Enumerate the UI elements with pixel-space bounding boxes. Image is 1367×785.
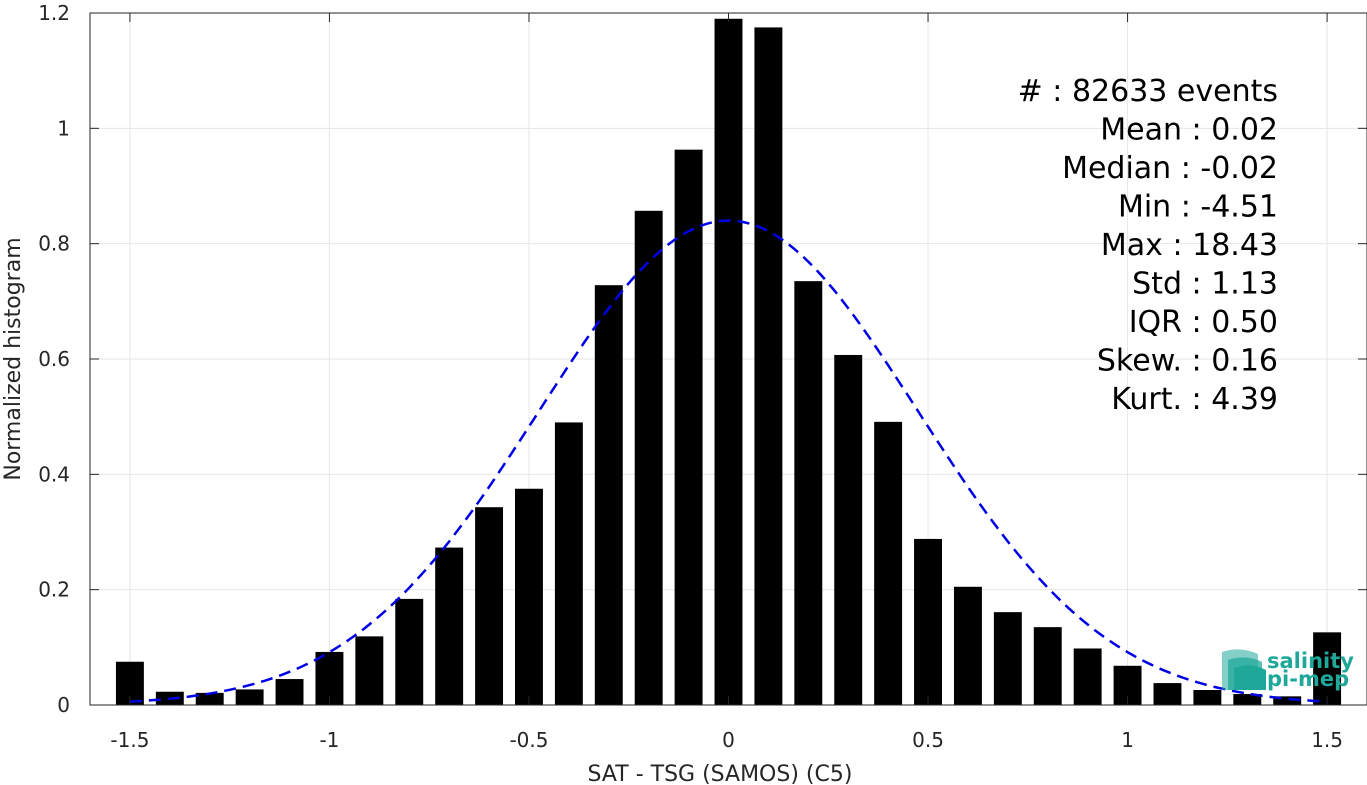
- logo-line1: salinity: [1267, 649, 1354, 673]
- x-axis-title: SAT - TSG (SAMOS) (C5): [588, 762, 853, 785]
- x-tick-label: -0.5: [509, 728, 548, 752]
- histogram-bar: [874, 421, 903, 705]
- y-tick-label: 0.4: [38, 462, 70, 486]
- histogram-bar: [1073, 648, 1102, 705]
- stat-line: # : 82633 events: [1018, 74, 1278, 109]
- histogram-bar: [914, 538, 942, 705]
- stat-line: Kurt. : 4.39: [1111, 382, 1278, 417]
- histogram-bar: [1193, 690, 1222, 705]
- salinity-pi-mep-logo: salinity pi-mep: [1222, 649, 1354, 691]
- y-axis-title: Normalized histogram: [1, 237, 26, 480]
- logo-line2: pi-mep: [1267, 667, 1349, 691]
- histogram-bar: [1233, 694, 1262, 705]
- x-tick-labels: -1.5 -1 -0.5 0 0.5 1 1.5: [110, 728, 1343, 752]
- histogram-bar: [714, 18, 743, 706]
- y-tick-label: 0.8: [38, 232, 70, 256]
- y-tick-label: 0.2: [38, 578, 70, 602]
- stat-line: Mean : 0.02: [1100, 113, 1278, 148]
- y-tick-label: 1: [57, 116, 70, 140]
- histogram-bar: [834, 354, 863, 705]
- y-tick-labels: 0 0.2 0.4 0.6 0.8 1 1.2: [38, 1, 70, 717]
- histogram-bar: [195, 692, 224, 705]
- stat-line: Min : -4.51: [1118, 190, 1278, 225]
- stat-line: IQR : 0.50: [1129, 305, 1278, 340]
- histogram-bar: [395, 598, 424, 705]
- histogram-bar: [794, 281, 823, 705]
- histogram-bar: [235, 689, 264, 705]
- histogram-bar: [594, 285, 623, 705]
- x-tick-label: -1: [319, 728, 339, 752]
- gaussian-fit-curve: [129, 219, 1328, 703]
- histogram-bar: [674, 149, 703, 706]
- histogram-bar: [1273, 696, 1302, 705]
- histogram-bar: [993, 612, 1022, 705]
- histogram-bar: [475, 507, 504, 705]
- x-tick-label: 1.5: [1311, 728, 1343, 752]
- histogram-bar: [754, 27, 783, 705]
- histogram-bar: [275, 679, 304, 705]
- stat-line: Std : 1.13: [1132, 267, 1278, 302]
- logo-wave-icon: [1222, 649, 1266, 690]
- stat-line: Max : 18.43: [1101, 228, 1278, 263]
- histogram-bar: [355, 636, 384, 705]
- stat-line: Skew. : 0.16: [1097, 344, 1278, 379]
- y-tick-label: 0: [57, 693, 70, 717]
- histogram-bar: [515, 488, 543, 705]
- x-tick-label: 0: [722, 728, 735, 752]
- histogram-bars: [115, 18, 1342, 706]
- histogram-bar: [953, 586, 982, 705]
- histogram-bar: [1153, 683, 1182, 705]
- histogram-bar: [1313, 632, 1342, 705]
- histogram-bar: [435, 547, 464, 705]
- y-tick-label: 0.6: [38, 347, 70, 371]
- stat-line: Median : -0.02: [1062, 151, 1278, 186]
- histogram-bar: [554, 422, 583, 705]
- histogram-bar: [634, 210, 663, 705]
- axis-ticks: [90, 12, 1367, 706]
- x-tick-label: 0.5: [912, 728, 944, 752]
- x-tick-label: -1.5: [110, 728, 149, 752]
- x-tick-label: 1: [1121, 728, 1134, 752]
- y-tick-label: 1.2: [38, 1, 70, 25]
- histogram-bar: [1033, 627, 1062, 705]
